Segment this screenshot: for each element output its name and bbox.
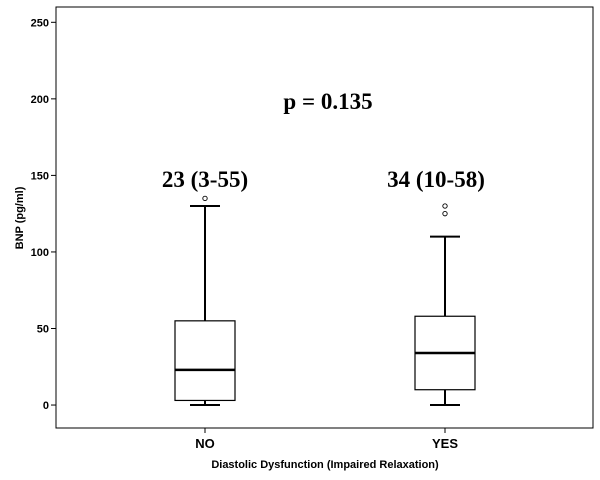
y-tick-label: 150	[31, 170, 49, 182]
y-axis: 0 50 100 150 200 250	[31, 17, 56, 412]
x-axis: NO YES	[195, 428, 458, 451]
box-group-yes	[414, 203, 476, 407]
x-category-label: NO	[195, 436, 215, 451]
y-tick-label: 250	[31, 17, 49, 29]
y-tick-label: 50	[37, 323, 49, 335]
group-label-yes: 34 (10-58)	[387, 167, 485, 192]
y-axis-title: BNP (pg/ml)	[14, 186, 26, 249]
plot-frame	[55, 6, 594, 429]
p-value-annotation: p = 0.135	[283, 89, 372, 114]
y-tick-label: 100	[31, 247, 49, 259]
x-category-label: YES	[432, 436, 458, 451]
outlier-point	[202, 195, 208, 202]
y-tick-label: 200	[31, 94, 49, 106]
group-label-no: 23 (3-55)	[162, 167, 248, 192]
iqr-box	[174, 320, 236, 402]
outlier-point	[442, 203, 448, 209]
x-axis-title: Diastolic Dysfunction (Impaired Relaxati…	[211, 459, 439, 471]
y-tick-label: 0	[43, 400, 49, 412]
box-series	[174, 195, 476, 407]
outlier-point	[442, 211, 448, 217]
box-group-no	[174, 195, 236, 407]
